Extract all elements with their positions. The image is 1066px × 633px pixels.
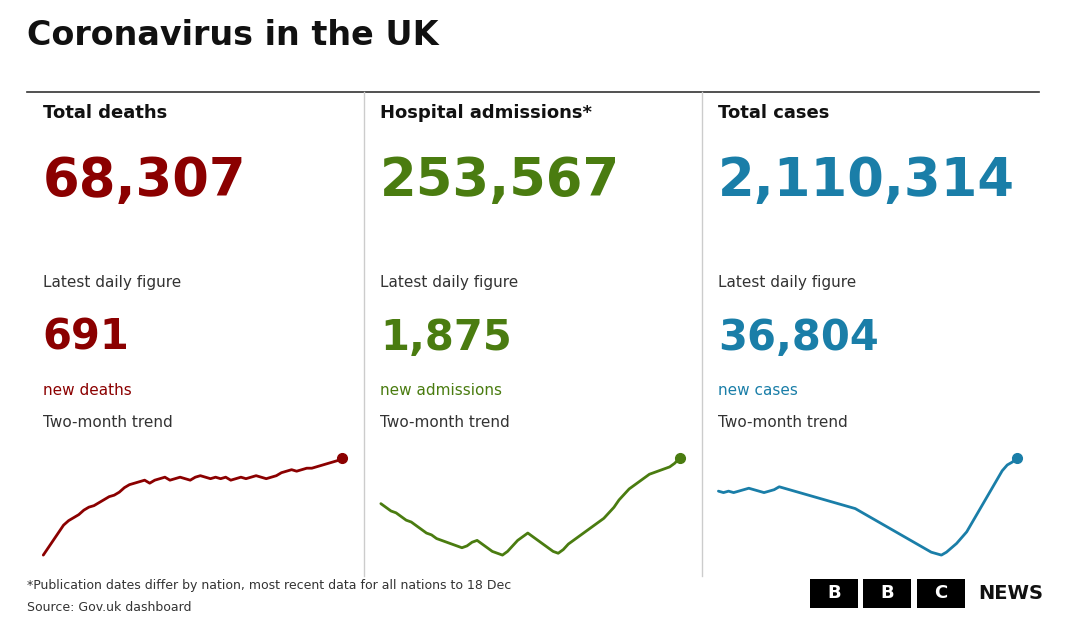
Text: 2,110,314: 2,110,314 — [717, 155, 1015, 207]
Text: 253,567: 253,567 — [381, 155, 620, 207]
Text: C: C — [934, 584, 948, 603]
Text: Two-month trend: Two-month trend — [717, 415, 847, 430]
Text: *Publication dates differ by nation, most recent data for all nations to 18 Dec: *Publication dates differ by nation, mos… — [27, 579, 511, 592]
Text: Total deaths: Total deaths — [43, 104, 167, 122]
Text: Coronavirus in the UK: Coronavirus in the UK — [27, 19, 438, 52]
Text: B: B — [827, 584, 841, 603]
Text: Latest daily figure: Latest daily figure — [43, 275, 181, 291]
Text: NEWS: NEWS — [979, 584, 1044, 603]
Text: Hospital admissions*: Hospital admissions* — [381, 104, 593, 122]
Text: 36,804: 36,804 — [717, 316, 878, 358]
Text: 691: 691 — [43, 316, 129, 358]
Text: 1,875: 1,875 — [381, 316, 512, 358]
Text: Total cases: Total cases — [717, 104, 829, 122]
Text: new admissions: new admissions — [381, 383, 502, 398]
Text: Two-month trend: Two-month trend — [43, 415, 173, 430]
Text: B: B — [881, 584, 894, 603]
Text: new deaths: new deaths — [43, 383, 131, 398]
Text: 68,307: 68,307 — [43, 155, 246, 207]
Text: new cases: new cases — [717, 383, 797, 398]
Text: Source: Gov.uk dashboard: Source: Gov.uk dashboard — [27, 601, 191, 615]
Text: Two-month trend: Two-month trend — [381, 415, 510, 430]
Text: Latest daily figure: Latest daily figure — [381, 275, 518, 291]
Text: Latest daily figure: Latest daily figure — [717, 275, 856, 291]
